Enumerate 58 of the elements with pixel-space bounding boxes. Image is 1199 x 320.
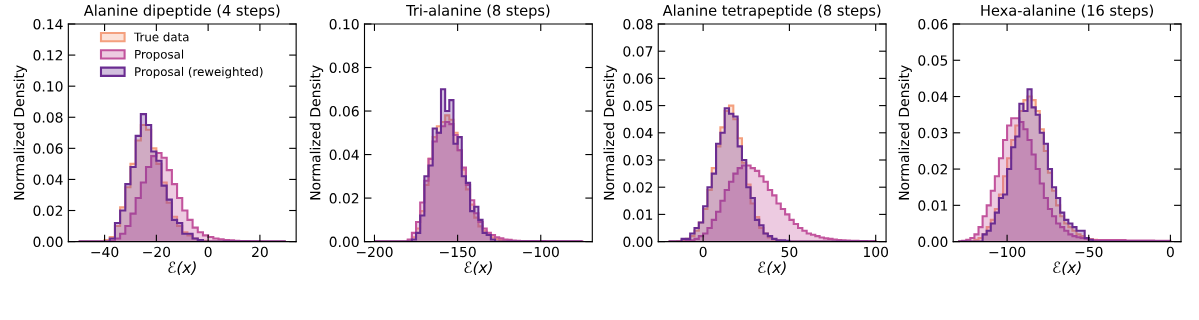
y-tick-label: 0.01 bbox=[918, 200, 948, 211]
x-tick-label: −50 bbox=[1075, 246, 1103, 258]
chart-title: Alanine dipeptide (4 steps) bbox=[83, 4, 280, 19]
y-tick-label: 0.05 bbox=[623, 100, 653, 112]
x-tick-label: −150 bbox=[440, 246, 476, 258]
y-tick-label: 0.04 bbox=[329, 149, 359, 161]
y-tick-label: 0.00 bbox=[918, 236, 948, 248]
y-tick-label: 0.08 bbox=[329, 62, 359, 73]
x-tick-label: −20 bbox=[143, 246, 171, 258]
y-tick-label: 0.07 bbox=[623, 46, 653, 57]
x-axis-title: ℰ(x) bbox=[464, 261, 492, 275]
x-tick-label: 100 bbox=[863, 246, 889, 258]
y-tick-label: 0.14 bbox=[33, 18, 63, 30]
legend-label: Proposal (reweighted) bbox=[135, 66, 263, 79]
x-tick-label: 0 bbox=[1166, 246, 1174, 258]
y-tick-label: 0.03 bbox=[918, 127, 948, 139]
y-axis-title: Normalized Density bbox=[898, 65, 912, 200]
x-tick-label: −200 bbox=[356, 246, 393, 258]
y-tick-label: 0.00 bbox=[33, 236, 63, 248]
x-axis-title: ℰ(x) bbox=[758, 261, 786, 275]
y-tick-label: 0.02 bbox=[623, 182, 652, 193]
y-tick-label: 0.10 bbox=[33, 81, 63, 92]
y-tick-label: 0.06 bbox=[623, 73, 653, 84]
x-tick-label: 0 bbox=[699, 246, 707, 258]
y-tick-label: 0.03 bbox=[623, 154, 653, 166]
y-tick-label: 0.05 bbox=[918, 55, 948, 66]
y-tick-label: 0.08 bbox=[33, 112, 63, 123]
y-tick-label: 0.08 bbox=[623, 18, 653, 30]
x-tick-label: −40 bbox=[91, 246, 119, 258]
y-tick-label: 0.00 bbox=[329, 236, 359, 248]
chart-title: Tri-alanine (8 steps) bbox=[406, 4, 550, 19]
y-axis-title: Normalized Density bbox=[13, 65, 27, 200]
y-tick-label: 0.06 bbox=[33, 143, 63, 154]
y-tick-label: 0.01 bbox=[623, 209, 653, 220]
y-axis-title: Normalized Density bbox=[309, 65, 324, 200]
legend-label: True data bbox=[134, 32, 189, 42]
y-tick-label: 0.02 bbox=[33, 205, 63, 216]
y-tick-label: 0.12 bbox=[33, 50, 63, 61]
x-tick-label: 0 bbox=[204, 246, 212, 258]
legend-label: Proposal bbox=[135, 49, 184, 62]
y-tick-label: 0.04 bbox=[33, 174, 63, 185]
x-axis-title: ℰ(x) bbox=[168, 261, 196, 275]
x-axis-title: ℰ(x) bbox=[1053, 261, 1081, 275]
y-tick-label: 0.10 bbox=[329, 18, 359, 30]
x-tick-label: 20 bbox=[252, 246, 268, 258]
x-tick-label: −100 bbox=[989, 246, 1026, 258]
y-axis-title: Normalized Density bbox=[603, 65, 617, 200]
y-tick-label: 0.02 bbox=[329, 193, 359, 204]
y-tick-label: 0.00 bbox=[623, 236, 653, 248]
y-tick-label: 0.04 bbox=[918, 91, 948, 103]
y-tick-label: 0.02 bbox=[918, 164, 947, 175]
y-tick-label: 0.06 bbox=[329, 106, 359, 117]
y-tick-label: 0.06 bbox=[918, 18, 948, 30]
y-tick-label: 0.04 bbox=[623, 127, 653, 139]
x-tick-label: −100 bbox=[523, 246, 559, 258]
x-tick-label: 50 bbox=[781, 246, 798, 258]
chart-title: Hexa-alanine (16 steps) bbox=[981, 4, 1153, 19]
chart-title: Alanine tetrapeptide (8 steps) bbox=[662, 4, 881, 19]
